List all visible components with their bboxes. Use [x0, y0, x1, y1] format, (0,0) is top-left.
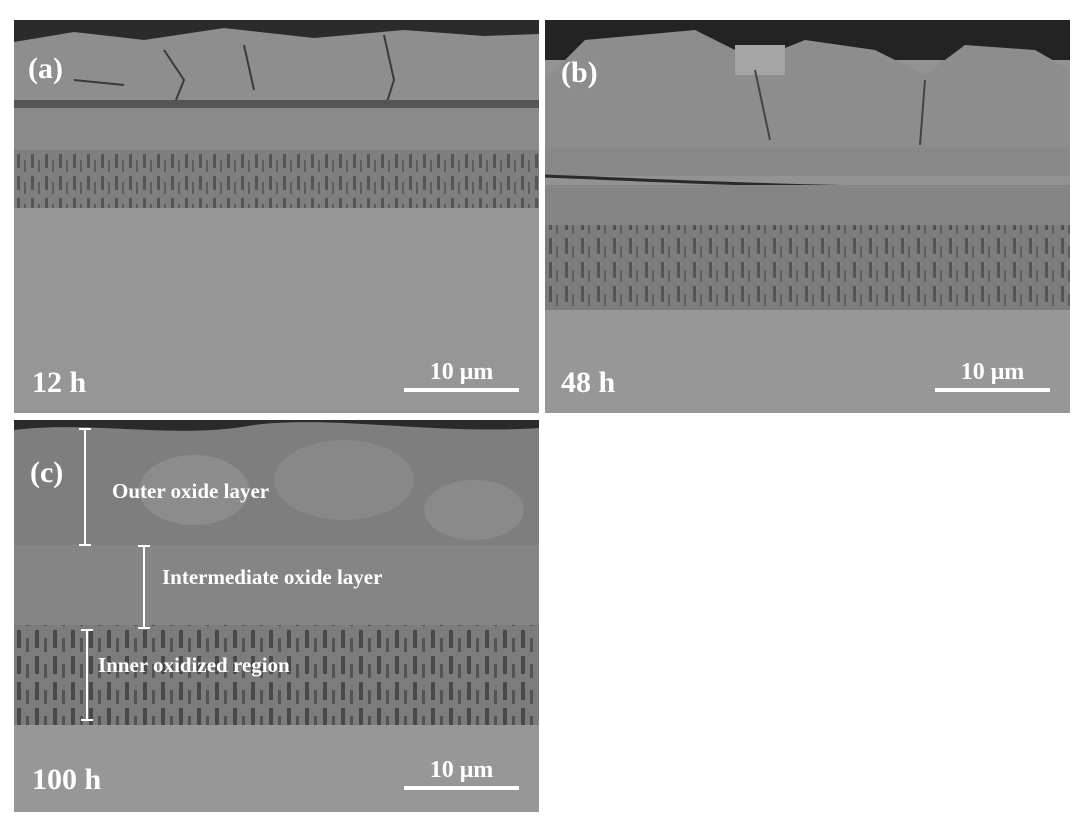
sem-image-b	[545, 20, 1070, 413]
time-label: 48 h	[561, 366, 616, 399]
outer-layer-bracket	[79, 428, 91, 546]
sem-image-c	[14, 420, 539, 812]
inner-region-bracket	[81, 629, 93, 721]
scale-bar: 10 μm	[404, 758, 519, 790]
time-label: 100 h	[32, 763, 102, 796]
sem-image-a	[14, 20, 539, 413]
intermediate-layer-label: Intermediate oxide layer	[162, 565, 383, 589]
panel-label: (b)	[561, 56, 598, 89]
panel-label: (a)	[28, 52, 63, 85]
scale-bar-label: 10 μm	[960, 359, 1025, 385]
scale-bar: 10 μm	[404, 360, 519, 392]
intermediate-layer-bracket	[138, 545, 150, 629]
panel-label: (c)	[30, 456, 64, 489]
inner-region-label: Inner oxidized region	[98, 653, 290, 677]
sem-panel-b: (b) 48 h 10 μm	[545, 20, 1070, 413]
time-label: 12 h	[32, 366, 87, 399]
outer-layer-label: Outer oxide layer	[112, 479, 270, 503]
scale-bar-line	[404, 388, 519, 392]
scale-bar-label: 10 μm	[429, 757, 494, 783]
sem-panel-c: (c) Outer oxide layer Intermediate oxide…	[14, 420, 539, 812]
scale-bar-label: 10 μm	[429, 359, 494, 385]
scale-bar-line	[935, 388, 1050, 392]
scale-bar: 10 μm	[935, 360, 1050, 392]
sem-panel-a: (a) 12 h 10 μm	[14, 20, 539, 413]
scale-bar-line	[404, 786, 519, 790]
